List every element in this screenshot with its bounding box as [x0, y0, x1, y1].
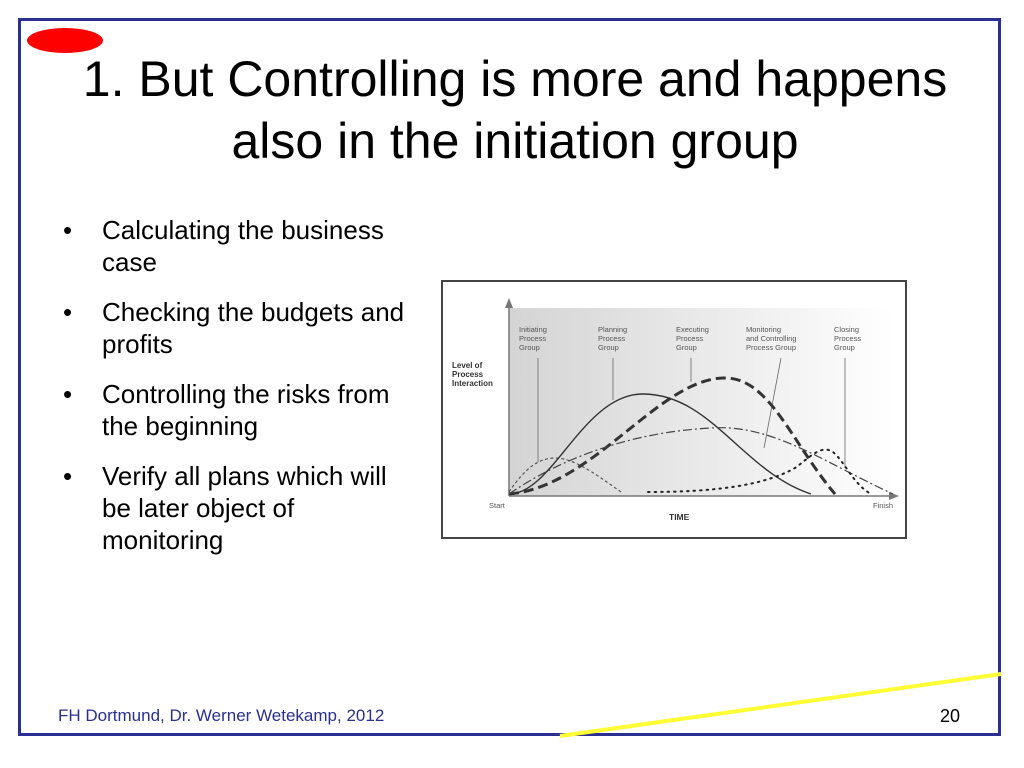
- red-oval-marker: [27, 28, 103, 53]
- group-label-executing: Executing Process Group: [676, 325, 709, 352]
- group-label-initiating: Initiating Process Group: [519, 325, 547, 352]
- bullet-text: Verify all plans which will be later obj…: [102, 461, 387, 555]
- bullet-text: Calculating the business case: [102, 215, 384, 277]
- bullet-dot: •: [63, 297, 73, 327]
- footer-text: FH Dortmund, Dr. Werner Wetekamp, 2012: [58, 706, 385, 725]
- bullet-text: Controlling the risks from the beginning: [102, 379, 390, 441]
- plot-background: [509, 308, 893, 496]
- bullet-item: • Controlling the risks from the beginnin…: [60, 378, 420, 442]
- executing-curve: [508, 376, 837, 496]
- slide-title: 1. But Controlling is more and happens a…: [82, 51, 948, 169]
- process-curves: [508, 376, 894, 496]
- label-pointer-lines: [537, 357, 846, 468]
- x-axis-label: TIME: [669, 512, 690, 522]
- planning-curve: [508, 393, 812, 495]
- start-label: Start: [489, 501, 506, 510]
- process-group-diagram: Initiating Process Group Planning Process Gr…: [441, 280, 907, 539]
- initiating-curve: [508, 457, 622, 493]
- group-label-planning: Planning Process Group: [598, 325, 627, 352]
- process-diagram-svg: Initiating Process Group Planning Process Gr…: [452, 298, 899, 522]
- group-labels: Initiating Process Group Planning Process Gr…: [519, 325, 861, 352]
- closing-curve: [647, 448, 872, 495]
- page-number: 20: [940, 706, 961, 726]
- bullet-list: • Calculating the business case • Checking…: [60, 214, 420, 574]
- bullet-dot: •: [63, 379, 73, 409]
- slide-frame: [18, 18, 1001, 736]
- bullet-text: Checking the budgets and profits: [102, 297, 405, 359]
- bullet-item: • Calculating the business case: [60, 214, 420, 278]
- group-label-closing: Closing Process Group: [834, 325, 861, 352]
- x-axis-arrow-icon: [889, 492, 899, 500]
- group-label-monitoring: Monitoring and Controlling Process Group: [746, 325, 796, 352]
- finish-label: Finish: [873, 501, 893, 510]
- bullet-dot: •: [63, 461, 73, 491]
- bullet-item: • Verify all plans which will be later ob…: [60, 460, 420, 556]
- bullet-item: • Checking the budgets and profits: [60, 296, 420, 360]
- monitoring-curve: [508, 427, 894, 495]
- y-axis-arrow-icon: [505, 298, 513, 308]
- pointer-line-monitoring: [763, 357, 782, 449]
- y-axis-label: Level of Process Interaction: [452, 361, 493, 388]
- bullet-dot: •: [63, 215, 73, 245]
